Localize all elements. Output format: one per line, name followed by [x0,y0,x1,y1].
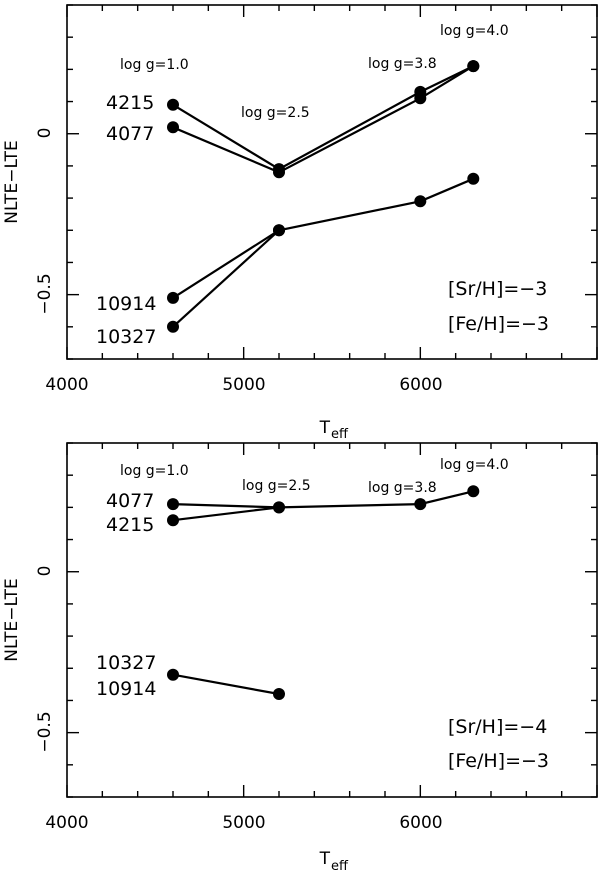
bottom-series-label-4215: 4215 [106,514,154,536]
bottom-ylabel: NLTE−LTE [2,578,22,661]
bottom-annotation-sr-h: [Sr/H]=−4 [448,716,547,738]
data-point-4077-1 [273,166,285,179]
data-point-4215-0 [167,98,179,111]
bottom-annotation-logg-2.5: log g=2.5 [242,478,311,494]
top-annotation-fe-h: [Fe/H]=−3 [448,313,549,335]
data-point-4077-0 [167,121,179,134]
top-annotation-logg-1.0: log g=1.0 [120,57,189,73]
top-ytick-label-minus-0.5: −0.5 [35,273,55,314]
data-point-4077-0 [167,498,179,511]
data-point-10327-0 [167,320,179,333]
data-point-10914-3 [467,172,480,185]
top-ytick-label-0: 0 [35,128,55,139]
bottom-ytick-label-0: 0 [35,566,55,577]
data-point-4077-3 [467,60,480,73]
bottom-xlabel-subscript: eff [331,859,349,874]
top-series-label-4077: 4077 [106,123,154,145]
top-series-label-4215: 4215 [106,92,154,114]
bottom-ytick-label-minus-0.5: −0.5 [35,711,55,752]
top-xtick-label-5000: 5000 [222,375,265,395]
top-xtick-label-6000: 6000 [399,375,442,395]
top-series-label-10914: 10914 [96,293,156,315]
data-point-10327-0 [167,668,179,681]
bottom-series-group [167,485,480,700]
bottom-series-label-4077: 4077 [106,490,154,512]
top-plot-frame [66,4,598,360]
bottom-plot-frame [66,442,598,798]
top-annotation-sr-h: [Sr/H]=−3 [448,278,547,300]
bottom-series-label-10914: 10914 [96,678,156,700]
bottom-annotation-logg-3.8: log g=3.8 [368,480,437,496]
series-line-10327 [172,673,280,696]
bottom-xlabel: T [319,849,331,869]
top-xlabel-subscript: eff [331,427,349,442]
data-point-10914-2 [414,195,427,208]
top-xlabel: T [319,418,331,438]
series-line-4215 [172,506,280,522]
bottom-xtick-label-5000: 5000 [222,813,265,833]
top-series-label-10327: 10327 [96,326,156,348]
data-point-10914-0 [167,291,179,304]
top-annotation-logg-3.8: log g=3.8 [368,56,437,72]
top-axis-ticks [66,4,598,360]
top-annotation-logg-4.0: log g=4.0 [440,23,509,39]
data-point-4077-3 [467,485,480,498]
data-point-4077-2 [414,498,427,511]
bottom-xtick-label-4000: 4000 [45,813,88,833]
bottom-annotation-fe-h: [Fe/H]=−3 [448,750,549,772]
series-line-4215 [172,65,474,171]
top-series-group [167,60,480,333]
top-annotation-logg-2.5: log g=2.5 [241,105,310,121]
data-point-4215-0 [167,514,179,527]
bottom-axis-ticks [66,442,598,798]
top-panel: 4000 5000 6000 0 −0.5 NLTE−LTE T eff log… [2,4,598,442]
data-point-10327-1 [273,688,285,700]
top-ylabel: NLTE−LTE [2,140,22,223]
bottom-annotation-logg-1.0: log g=1.0 [120,463,189,479]
series-line-10327 [172,229,280,328]
bottom-panel: 4000 5000 6000 0 −0.5 NLTE−LTE T eff log… [2,442,598,874]
data-point-4077-2 [414,92,427,105]
top-xtick-label-4000: 4000 [45,375,88,395]
series-line-4077 [172,490,474,509]
series-line-10914 [172,177,474,299]
data-point-10327-1 [273,224,285,237]
bottom-xtick-label-6000: 6000 [399,813,442,833]
bottom-annotation-logg-4.0: log g=4.0 [440,457,509,473]
data-point-4215-1 [273,501,285,514]
bottom-series-label-10327: 10327 [96,652,156,674]
series-line-4077 [172,65,474,174]
